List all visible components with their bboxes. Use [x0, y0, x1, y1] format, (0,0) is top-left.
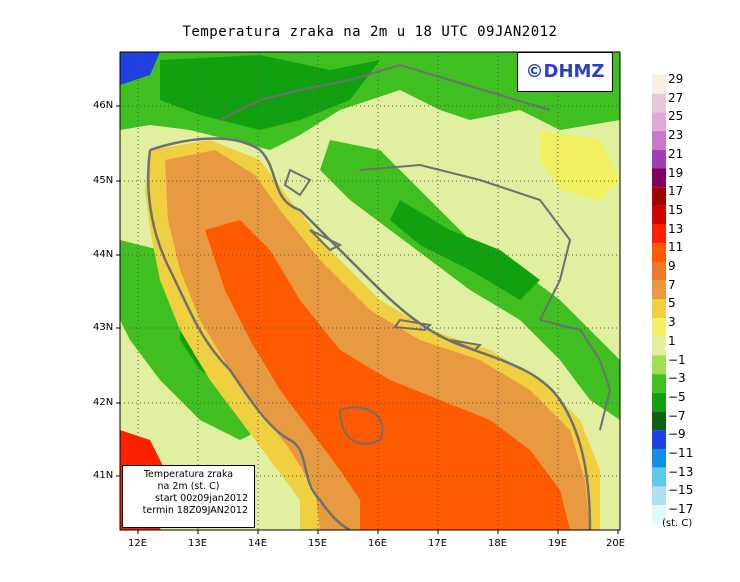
- legend-swatch: [652, 355, 666, 375]
- legend-label: 11: [668, 240, 684, 255]
- legend-label: −7: [668, 408, 686, 423]
- border-slovenia: [219, 63, 551, 121]
- legend-swatch: [652, 93, 666, 113]
- lon-label: 18E: [488, 538, 508, 549]
- legend-label: −3: [668, 371, 686, 386]
- legend-swatch: [652, 224, 666, 244]
- lon-label: 12E: [128, 538, 148, 549]
- legend-swatch: [652, 280, 666, 300]
- lon-label: 14E: [248, 538, 268, 549]
- island-mljet: [449, 339, 483, 352]
- coastline: [149, 137, 592, 530]
- legend-label: −9: [668, 427, 686, 442]
- border-bosnia: [359, 163, 572, 321]
- dhmz-logo: ©DHMZ: [517, 52, 613, 92]
- lat-label: 45N: [93, 175, 114, 186]
- legend-swatch: [652, 392, 666, 412]
- info-line-2: na 2m (st. C): [157, 481, 220, 492]
- legend-swatch: [652, 374, 666, 393]
- legend-swatch: [652, 75, 666, 94]
- legend-label: 29: [668, 72, 684, 86]
- lat-label: 41N: [93, 470, 114, 481]
- legend-swatch: [652, 262, 666, 281]
- legend-swatch: [652, 243, 666, 262]
- map-frame: [119, 51, 621, 531]
- legend-color-bar: [652, 75, 666, 524]
- legend-swatch: [652, 168, 666, 188]
- legend-swatch: [652, 112, 666, 132]
- gargano: [339, 406, 384, 445]
- legend-label: 3: [668, 315, 676, 330]
- legend-label: 23: [668, 128, 684, 143]
- legend-swatch: [652, 318, 666, 337]
- legend-label: −15: [668, 483, 694, 498]
- info-line-3: start 00z09jan2012: [155, 493, 248, 504]
- legend-swatch: [652, 205, 666, 225]
- alps-cold-core: [120, 52, 160, 85]
- legend-swatch: [652, 149, 666, 169]
- legend-label: 9: [668, 259, 676, 273]
- legend-swatch: [652, 131, 666, 150]
- north-mid-cold: [160, 55, 380, 130]
- lat-label: 42N: [93, 397, 114, 408]
- legend-label: −17: [668, 502, 694, 517]
- italian-coast: [146, 149, 351, 530]
- legend-label: −1: [668, 352, 686, 367]
- legend-label: 5: [668, 296, 676, 311]
- legend-label: −13: [668, 464, 694, 479]
- legend-label: 13: [668, 221, 684, 236]
- island-brac: [393, 318, 433, 332]
- lon-label: 16E: [368, 538, 388, 549]
- info-box: Temperatura zraka na 2m (st. C) start 00…: [122, 465, 255, 528]
- legend-swatch: [652, 430, 666, 449]
- lat-label: 43N: [93, 322, 114, 333]
- legend-label: 15: [668, 202, 684, 217]
- legend-label: 25: [668, 109, 684, 124]
- legend-swatch: [652, 187, 666, 206]
- legend-swatch: [652, 449, 666, 468]
- lon-label: 13E: [188, 538, 208, 549]
- legend-label: 19: [668, 165, 684, 180]
- island-krk: [283, 168, 312, 197]
- info-line-1: Temperatura zraka: [143, 469, 234, 480]
- legend-swatch: [652, 505, 666, 524]
- legend-label: −5: [668, 389, 686, 404]
- map-title: Temperatura zraka na 2m u 18 UTC 09JAN20…: [182, 24, 558, 40]
- legend-label: 7: [668, 277, 676, 292]
- legend-label: 27: [668, 90, 684, 105]
- legend-label: 17: [668, 184, 684, 199]
- legend-swatch: [652, 467, 666, 487]
- legend-label: 1: [668, 333, 676, 348]
- adriatic-warm-core: [205, 220, 570, 530]
- legend-swatch: [652, 486, 666, 506]
- legend-label: 21: [668, 146, 684, 161]
- legend-swatch: [652, 411, 666, 431]
- axis-ticks: [116, 105, 619, 534]
- lon-label: 17E: [428, 538, 448, 549]
- graticule: [120, 52, 620, 530]
- lat-label: 44N: [93, 249, 114, 260]
- info-line-4: termin 18Z09JAN2012: [142, 505, 248, 516]
- lon-label: 20E: [606, 538, 626, 549]
- se-warm-patch: [540, 130, 620, 200]
- legend-unit: (st. C): [662, 518, 693, 529]
- island-pag: [309, 229, 343, 252]
- border-montenegro: [539, 319, 612, 431]
- lon-label: 15E: [308, 538, 328, 549]
- lat-label: 46N: [93, 100, 114, 111]
- dinaric-dark: [390, 200, 540, 300]
- legend-swatch: [652, 336, 666, 356]
- legend-label: −11: [668, 446, 694, 460]
- lon-label: 19E: [548, 538, 568, 549]
- legend-swatch: [652, 299, 666, 319]
